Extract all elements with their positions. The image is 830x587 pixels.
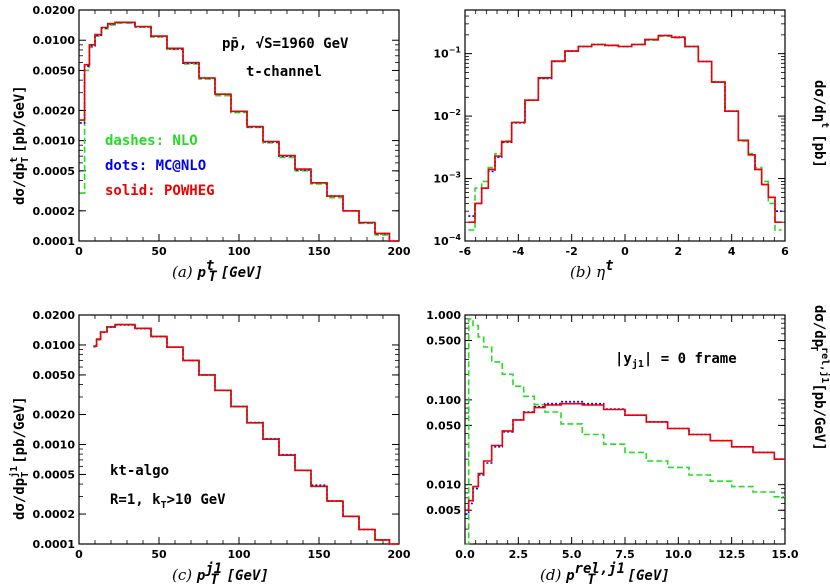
y-tick-label: 0.0200 — [33, 4, 76, 17]
x-tick-label: 100 — [228, 245, 251, 258]
panel-a-xlabel: (a) pt T [GeV] — [172, 258, 263, 285]
panel-a-ylabel: dσ/dptT[pb/GeV] — [9, 85, 31, 205]
legend-mcnlo: dots: MC@NLO — [105, 158, 206, 174]
series-nlo-line — [93, 323, 399, 545]
x-tick-label: 0.0 — [455, 548, 475, 561]
x-tick-label: 50 — [151, 245, 167, 258]
panel-b: -6 -4 -2 0 2 4 6 10−4 10−3 10−2 10−1 (b) ηt dσ/dηt… — [433, 9, 830, 281]
y-tick-label: 0.0100 — [33, 34, 76, 47]
panel-b-ylabel: dσ/dηt[pb] — [811, 80, 830, 168]
x-tick-label: 5.0 — [562, 548, 582, 561]
panel-a: 0 50 100 150 200 0.0001 0.0002 0.0005 0.0010 0.00… — [9, 4, 411, 285]
x-tick-label: 150 — [308, 245, 331, 258]
y-tick-label: 0.0050 — [33, 64, 76, 77]
y-tick-label: 0.500 — [426, 335, 461, 348]
y-tick-label: 0.0010 — [33, 135, 76, 148]
panel-d-note-frame: |yj1| = 0 frame — [615, 351, 737, 370]
x-tick-label: 0 — [621, 245, 629, 258]
x-tick-label: 2.5 — [509, 548, 529, 561]
panel-d: 0.0 2.5 5.0 7.5 10.0 12.5 15.0 0.005 0.010 0.050 0… — [426, 305, 830, 587]
panel-b-axes: -6 -4 -2 0 2 4 6 10−4 10−3 10−2 10−1 — [433, 9, 789, 258]
y-tick-label: 0.050 — [426, 419, 461, 432]
series-mcnlo-line — [468, 34, 782, 217]
panel-c-xlabel: (c) pj1 T [GeV] — [172, 561, 269, 587]
plot-frame — [78, 314, 400, 545]
x-tick-label: 10.0 — [665, 548, 692, 561]
series-powheg-line — [468, 34, 782, 223]
panel-a-axes: 0 50 100 150 200 0.0001 0.0002 0.0005 0.0010 0.00… — [33, 4, 411, 258]
x-tick-label: 6 — [781, 245, 789, 258]
series-mcnlo-line — [465, 400, 785, 515]
y-tick-label: 0.0100 — [33, 339, 76, 352]
x-tick-label: 50 — [151, 548, 167, 561]
x-tick-label: 100 — [228, 548, 251, 561]
y-tick-label: 0.0002 — [33, 508, 75, 521]
y-tick-label: 10−2 — [433, 108, 461, 123]
panel-c: 0 50 100 150 200 0.0001 0.0002 0.0005 0.0010 0.00… — [8, 309, 411, 587]
panel-c-ylabel: dσ/dpj1T[pb/GeV] — [8, 396, 31, 520]
x-tick-label: 200 — [388, 245, 411, 258]
y-tick-label: 0.0050 — [33, 369, 76, 382]
y-tick-label: 0.0002 — [33, 205, 75, 218]
x-tick-label: -4 — [512, 245, 525, 258]
y-tick-label: 0.0001 — [33, 235, 75, 248]
series-mcnlo-line — [93, 324, 399, 545]
y-tick-label: 0.0005 — [33, 165, 75, 178]
y-tick-label: 0.0200 — [33, 309, 76, 322]
panel-d-axes: 0.0 2.5 5.0 7.5 10.0 12.5 15.0 0.005 0.010 0.050 0… — [426, 309, 799, 561]
x-tick-label: 0 — [75, 548, 83, 561]
x-tick-label: -6 — [459, 245, 472, 258]
plot-frame — [464, 9, 786, 242]
y-tick-label: 0.0020 — [33, 104, 76, 117]
x-tick-label: 150 — [308, 548, 331, 561]
x-tick-label: 2 — [675, 245, 683, 258]
series-powheg-line — [93, 323, 399, 545]
panel-b-xlabel: (b) ηt — [570, 258, 614, 281]
panel-d-ylabel: dσ/dprel,j1T[pb/GeV] — [808, 305, 830, 451]
y-tick-label: 0.0010 — [33, 438, 76, 451]
x-tick-label: 0 — [75, 245, 83, 258]
y-tick-label: 0.0020 — [33, 409, 76, 422]
x-tick-label: -2 — [566, 245, 578, 258]
y-tick-label: 0.0001 — [33, 538, 75, 551]
series-nlo-line — [465, 318, 785, 545]
y-tick-label: 0.100 — [426, 394, 461, 407]
series-nlo-line — [468, 35, 782, 231]
series-powheg-line — [465, 402, 785, 511]
y-tick-label: 10−4 — [433, 233, 461, 248]
x-tick-label: 7.5 — [615, 548, 635, 561]
y-tick-label: 0.005 — [426, 504, 461, 517]
legend-nlo: dashes: NLO — [105, 133, 198, 149]
legend-powheg: solid: POWHEG — [105, 183, 215, 199]
x-tick-label: 200 — [388, 548, 411, 561]
y-tick-label: 10−1 — [433, 46, 461, 61]
x-tick-label: 4 — [728, 245, 736, 258]
panel-d-xlabel: (d) prel,j1 T [GeV] — [540, 561, 670, 587]
panel-c-axes: 0 50 100 150 200 0.0001 0.0002 0.0005 0.0010 0.00… — [33, 309, 411, 561]
y-tick-label: 0.010 — [426, 479, 461, 492]
y-tick-label: 0.0005 — [33, 468, 75, 481]
series-powheg-line — [79, 21, 399, 242]
x-tick-label: 12.5 — [718, 548, 745, 561]
y-tick-label: 10−3 — [433, 171, 461, 186]
panel-a-note-collider: pp̄, √S=1960 GeV — [222, 36, 349, 52]
y-tick-label: 1.000 — [426, 309, 461, 322]
panel-c-note-algo: kt-algo — [110, 463, 169, 479]
panel-a-note-channel: t-channel — [246, 64, 322, 80]
panel-c-note-params: R=1, kT>10 GeV — [110, 492, 226, 511]
series-mcnlo-line — [79, 21, 399, 242]
x-tick-label: 15.0 — [771, 548, 798, 561]
